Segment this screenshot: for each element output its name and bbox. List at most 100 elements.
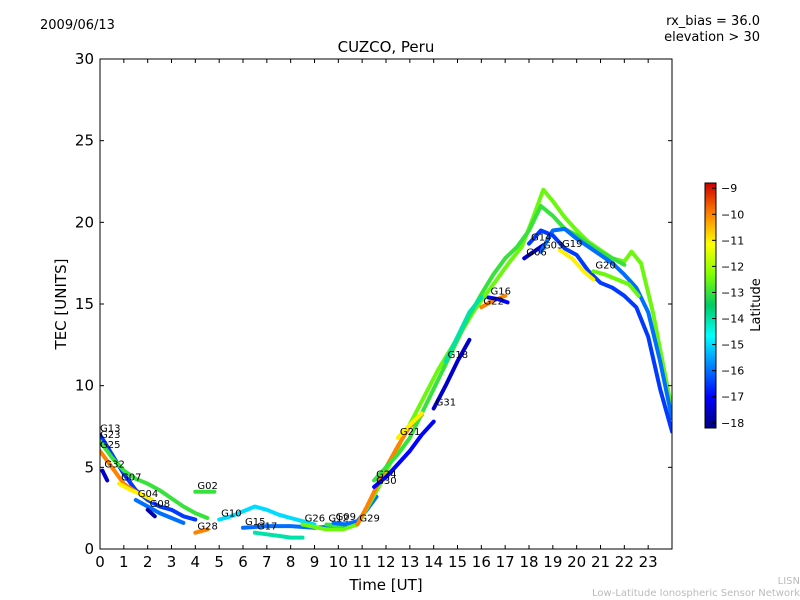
date-label: 2009/06/13 (40, 18, 115, 33)
series-label-g13: G13 (100, 424, 120, 435)
series-label-g14: G14 (531, 233, 551, 244)
series-label-g15: G15 (245, 517, 265, 528)
colorbar-label: Latitude (749, 278, 764, 332)
colorbar-tick-label: −10 (721, 208, 744, 221)
colorbar (704, 182, 717, 429)
x-tick-label: 8 (286, 553, 296, 571)
y-tick-label: 10 (75, 377, 94, 395)
x-tick-label: 17 (496, 553, 515, 571)
x-tick-label: 23 (639, 553, 658, 571)
series-g14 (527, 228, 672, 434)
series-g08 (145, 507, 157, 519)
x-tick-label: 16 (472, 553, 491, 571)
x-tick-label: 5 (214, 553, 224, 571)
colorbar-tick-label: −15 (721, 339, 744, 352)
x-tick-label: 10 (329, 553, 348, 571)
x-tick-label: 9 (310, 553, 320, 571)
series-g04 (133, 498, 186, 525)
series-g18 (443, 295, 484, 364)
y-tick-label: 15 (75, 295, 94, 313)
colorbar-tick-label: −18 (721, 417, 744, 430)
x-tick-label: 4 (191, 553, 201, 571)
series-label-g08: G08 (150, 499, 170, 510)
x-tick-label: 20 (567, 553, 586, 571)
series-g32 (100, 468, 110, 483)
series-label-g29: G29 (359, 514, 379, 525)
series-g06 (522, 243, 546, 261)
x-tick-label: 15 (448, 553, 467, 571)
y-axis-label: TEC [UNITS] (52, 259, 70, 351)
series-g26 (300, 187, 672, 532)
series-g23 (100, 439, 210, 520)
colorbar-tick-label: −17 (721, 391, 744, 404)
series-label-g17: G17 (257, 522, 277, 533)
x-tick-label: 7 (262, 553, 272, 571)
x-tick-label: 3 (167, 553, 177, 571)
x-tick-label: 11 (353, 553, 372, 571)
colorbar-tick-label: −9 (721, 182, 737, 195)
series-label-g04: G04 (138, 489, 158, 500)
x-tick-label: 2 (143, 553, 153, 571)
series-g28 (193, 527, 210, 535)
series-g24 (372, 204, 627, 483)
y-tick-label: 20 (75, 213, 94, 231)
series-g03 (538, 226, 672, 421)
series-g17 (252, 530, 305, 540)
y-tick-label: 30 (75, 50, 94, 68)
rx-bias-label: rx_bias = 36.0 (666, 14, 760, 29)
series-label-g32: G32 (104, 460, 124, 471)
x-tick-label: 13 (400, 553, 419, 571)
series-label-g26: G26 (305, 514, 325, 525)
series-label-g23: G23 (100, 430, 120, 441)
x-tick-label: 18 (519, 553, 538, 571)
series-g21 (395, 411, 424, 440)
series-g09 (331, 520, 348, 527)
y-tick-label: 25 (75, 132, 94, 150)
series-label-g16: G16 (490, 286, 510, 297)
series-label-g25: G25 (100, 440, 120, 451)
series-g22 (479, 293, 508, 310)
colorbar-tick-label: −16 (721, 365, 744, 378)
series-g20 (591, 269, 641, 298)
series-label-g12: G12 (328, 514, 348, 525)
series-g16 (486, 295, 510, 305)
series-label-g07: G07 (121, 473, 141, 484)
series-g12 (324, 522, 346, 529)
x-tick-label: 14 (424, 553, 443, 571)
footer-network: Low-Latitude Ionospheric Sensor Network (592, 588, 800, 599)
series-g07 (117, 481, 155, 502)
series-g31 (431, 337, 472, 411)
series-g10 (217, 504, 317, 527)
series-label-g22: G22 (483, 296, 503, 307)
elevation-label: elevation > 30 (664, 30, 760, 45)
x-tick-label: 22 (615, 553, 634, 571)
x-tick-label: 0 (95, 553, 105, 571)
series-label-g03: G03 (543, 241, 563, 252)
series-g19 (558, 248, 596, 282)
series-label-g21: G21 (400, 427, 420, 438)
series-label-g30: G30 (376, 476, 396, 487)
x-tick-label: 12 (376, 553, 395, 571)
x-tick-label: 21 (591, 553, 610, 571)
x-tick-label: 6 (238, 553, 248, 571)
x-axis-label: Time [UT] (348, 576, 422, 594)
y-tick-label: 0 (84, 540, 94, 558)
chart-title: CUZCO, Peru (338, 38, 435, 56)
series-label-g24: G24 (376, 469, 396, 480)
series-label-g10: G10 (221, 509, 241, 520)
series-label-g06: G06 (526, 247, 546, 258)
series-label-g02: G02 (197, 481, 217, 492)
series-label-g28: G28 (197, 522, 217, 533)
colorbar-tick-label: −13 (721, 286, 744, 299)
colorbar-tick-label: −12 (721, 260, 744, 273)
series-g30 (372, 419, 436, 489)
colorbar-tick-label: −11 (721, 234, 744, 247)
series-label-g31: G31 (436, 398, 456, 409)
series-label-g09: G09 (336, 512, 356, 523)
series-label-g18: G18 (448, 350, 468, 361)
series-label-g19: G19 (562, 239, 582, 250)
footer-lisn: LISN (777, 576, 800, 587)
colorbar-tick-label: −14 (721, 313, 744, 326)
series-label-g20: G20 (595, 260, 615, 271)
